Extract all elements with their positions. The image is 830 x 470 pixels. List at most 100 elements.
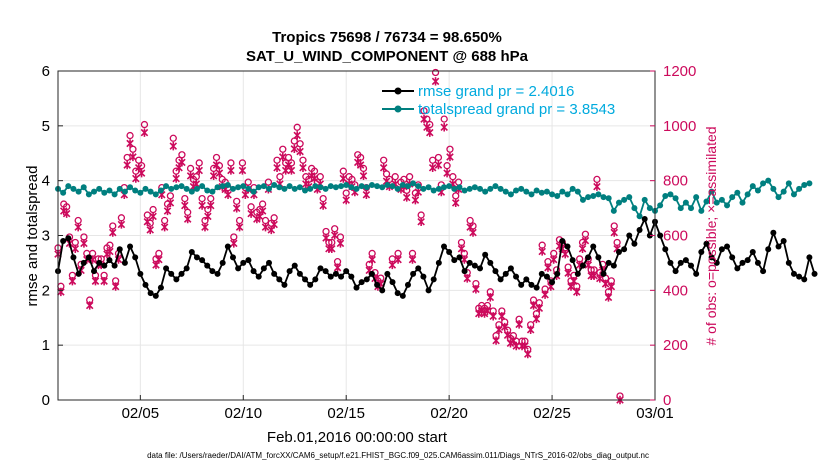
totalspread-point [96, 185, 103, 192]
obs-assimilated-point [538, 247, 546, 256]
y-tick-label: 1 [42, 337, 50, 354]
totalspread-point [615, 199, 622, 206]
obs-assimilated-point [91, 276, 100, 286]
rmse-point [451, 257, 458, 264]
totalspread-point [688, 205, 695, 212]
rmse-point [435, 259, 442, 266]
rmse-point [713, 259, 720, 266]
totalspread-point [595, 191, 602, 198]
y-tick-label: 0 [42, 392, 50, 409]
rmse-point [296, 270, 303, 277]
obs-possible-point [426, 120, 434, 129]
obs-possible-point [140, 120, 149, 129]
rmse-point [368, 270, 375, 277]
obs-assimilated-point [149, 212, 157, 221]
rmse-point [389, 279, 396, 286]
totalspread-point [291, 185, 298, 192]
totalspread-point [760, 180, 767, 187]
totalspread-point [332, 184, 339, 191]
totalspread-point [224, 182, 231, 189]
rmse-point [91, 268, 98, 275]
rmse-point [229, 254, 236, 261]
totalspread-point [338, 183, 345, 190]
totalspread-point [75, 188, 82, 195]
rmse-point [193, 254, 200, 261]
obs-assimilated-point [290, 144, 299, 154]
rmse-point [672, 268, 679, 275]
rmse-point [188, 248, 195, 255]
rmse-point [600, 270, 607, 277]
totalspread-point [744, 191, 751, 198]
obs-possible-point [276, 173, 284, 181]
x-tick-label: 02/20 [430, 405, 468, 422]
obs-assimilated-point [206, 201, 215, 210]
obs-possible-point [129, 145, 137, 153]
totalspread-point [713, 199, 720, 206]
rmse-point [543, 273, 550, 280]
totalspread-point [667, 191, 674, 198]
y-right-tick-label: 0 [663, 392, 671, 409]
rmse-point [703, 240, 710, 247]
obs-assimilated-point [215, 168, 224, 178]
obs-assimilated-point [426, 128, 434, 137]
obs-assimilated-point [166, 198, 175, 208]
obs-assimilated-point [106, 247, 114, 256]
obs-possible-point [593, 175, 601, 184]
rmse-point [554, 270, 561, 277]
rmse-point [430, 276, 437, 283]
obs-assimilated-point [68, 276, 77, 286]
rmse-point [533, 284, 540, 291]
obs-assimilated-point [368, 255, 376, 264]
totalspread-point [85, 191, 92, 198]
totalspread-point [600, 194, 607, 201]
rmse-point [610, 262, 617, 269]
rmse-point [796, 273, 803, 280]
rmse-point [307, 281, 314, 288]
totalspread-point [739, 199, 746, 206]
totalspread-point [451, 185, 458, 192]
obs-assimilated-point [129, 152, 137, 162]
x-tick-label: 02/05 [122, 405, 160, 422]
obs-assimilated-point [492, 336, 500, 345]
totalspread-point [569, 185, 576, 192]
totalspread-point [708, 188, 715, 195]
rmse-point [487, 259, 494, 266]
totalspread-point [513, 187, 520, 194]
totalspread-point [549, 191, 556, 198]
rmse-point [770, 229, 777, 236]
obs-assimilated-point [541, 290, 549, 299]
obs-assimilated-point [279, 152, 287, 162]
x-tick-label: 03/01 [636, 405, 674, 422]
totalspread-point [322, 185, 329, 192]
obs-assimilated-point [100, 276, 108, 286]
totalspread-point [178, 183, 185, 190]
obs-assimilated-point [140, 128, 149, 137]
y-axis-right-label: # of obs: o=possible; ×=assimilated [703, 126, 719, 345]
totalspread-point [266, 185, 273, 192]
rmse-point [111, 262, 118, 269]
totalspread-point [780, 188, 787, 195]
rmse-point [605, 259, 612, 266]
legend: rmse grand pr = 2.4016 totalspread grand… [382, 83, 615, 118]
rmse-point [585, 254, 592, 261]
legend-rmse-marker [394, 87, 402, 95]
rmse-line [57, 216, 816, 298]
rmse-point [698, 248, 705, 255]
rmse-point [178, 270, 185, 277]
totalspread-point [765, 177, 772, 184]
rmse-point [528, 281, 535, 288]
totalspread-point [286, 183, 293, 190]
obs-assimilated-point [524, 349, 532, 359]
obs-assimilated-point [362, 190, 371, 199]
rmse-point [219, 259, 226, 266]
totalspread-point [229, 185, 236, 192]
rmse-point [353, 284, 360, 291]
obs-assimilated-point [544, 263, 552, 272]
obs-assimilated-point [495, 325, 503, 334]
rmse-point [749, 248, 756, 255]
obs-assimilated-point [235, 222, 244, 232]
totalspread-point [358, 183, 365, 190]
obs-assimilated-point [431, 77, 440, 86]
rmse-point [358, 279, 365, 286]
rmse-point [281, 281, 288, 288]
